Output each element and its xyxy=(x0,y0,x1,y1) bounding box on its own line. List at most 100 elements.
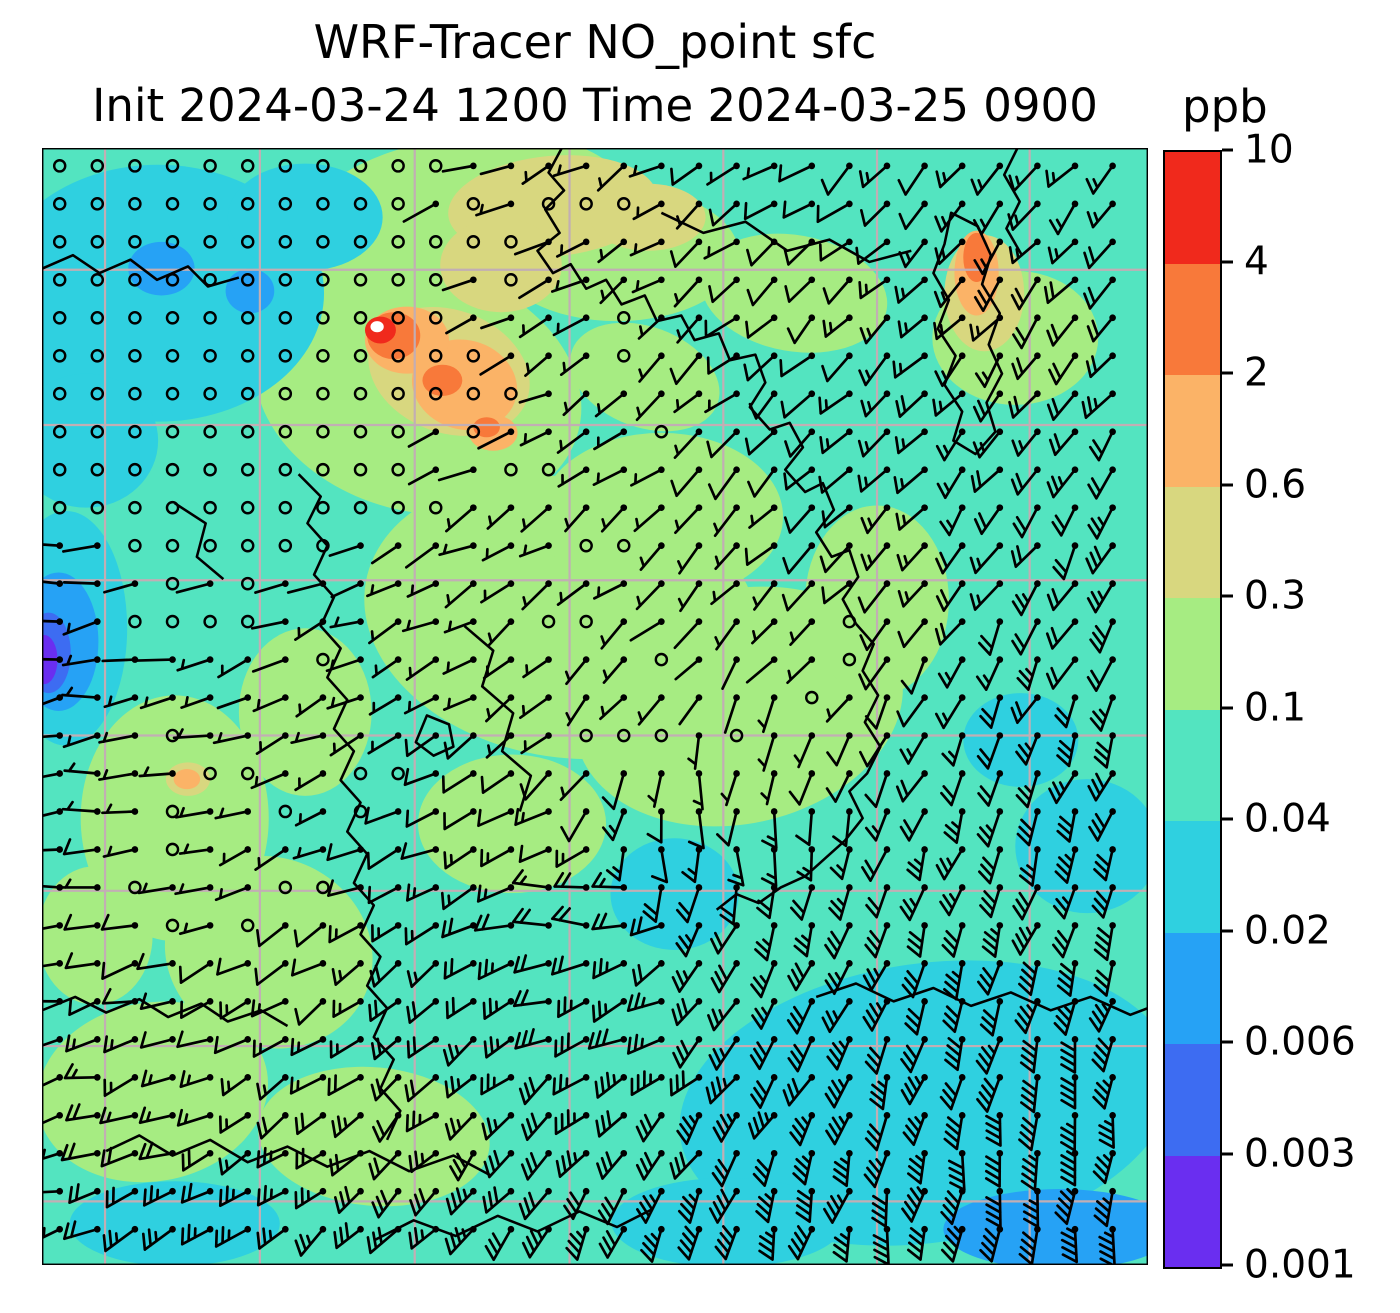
wind-barb-base-dot xyxy=(770,1036,778,1043)
wind-barb xyxy=(970,164,1002,196)
wind-barb-base-dot xyxy=(1071,618,1079,625)
wind-barb xyxy=(218,1151,250,1176)
wind-barb xyxy=(101,961,137,980)
wind-barb xyxy=(706,354,738,375)
wind-barb xyxy=(629,620,663,642)
wind-barb xyxy=(485,734,513,759)
wind-barb-base-dot xyxy=(921,884,928,891)
wind-barb xyxy=(1054,1187,1077,1226)
calm-wind-circle xyxy=(240,500,255,515)
wind-barb-base-dot xyxy=(507,428,515,436)
wind-barb xyxy=(756,886,776,920)
wind-barb xyxy=(441,278,475,292)
wind-barb xyxy=(748,392,776,420)
wind-barb xyxy=(406,582,438,598)
wind-barb-base-dot xyxy=(582,694,590,701)
wind-barb-base-dot xyxy=(958,618,966,625)
wind-barb-base-dot xyxy=(695,694,703,701)
wind-barb xyxy=(760,772,776,806)
colorbar-segment xyxy=(1165,152,1220,264)
wind-barb xyxy=(743,354,776,382)
colorbar-tick xyxy=(1222,260,1233,263)
wind-barb-base-dot xyxy=(883,580,891,587)
wind-barb-base-dot xyxy=(357,1225,364,1233)
wind-barb xyxy=(1014,1000,1039,1035)
wind-barb-base-dot xyxy=(921,960,928,967)
wind-barb-base-dot xyxy=(244,656,252,663)
calm-wind-circle xyxy=(128,159,142,173)
wind-barb-base-dot xyxy=(507,732,515,739)
wind-barb xyxy=(864,696,889,730)
wind-barb-base-dot xyxy=(958,732,966,739)
wind-barb xyxy=(333,1185,362,1214)
wind-barb-base-dot xyxy=(56,1036,64,1043)
wind-barb xyxy=(404,734,438,758)
wind-barb xyxy=(441,772,475,794)
wind-barb-base-dot xyxy=(695,542,703,550)
wind-barb xyxy=(596,1151,626,1180)
wind-barb xyxy=(518,392,550,404)
wind-barb-base-dot xyxy=(93,1225,101,1233)
calm-wind-circle xyxy=(353,462,368,477)
wind-barb xyxy=(137,882,174,895)
wind-barb xyxy=(636,1189,663,1224)
wind-barb xyxy=(61,686,99,699)
wind-barb xyxy=(555,240,588,258)
wind-barb xyxy=(707,468,738,501)
wind-barb xyxy=(62,581,99,585)
wind-barb-base-dot xyxy=(921,466,928,474)
wind-barb-base-dot xyxy=(582,428,590,436)
wind-barb xyxy=(593,582,626,600)
wind-barb xyxy=(673,620,701,650)
wind-barb xyxy=(483,1036,513,1059)
wind-barb-base-dot xyxy=(958,1073,966,1081)
wind-barb xyxy=(1010,544,1039,568)
wind-barb-base-dot xyxy=(432,200,440,208)
wind-barb-base-dot xyxy=(958,466,966,474)
calm-wind-circle xyxy=(278,538,293,553)
wind-barb-base-dot xyxy=(432,1225,440,1233)
wind-barb xyxy=(42,999,62,1003)
wind-barb-base-dot xyxy=(733,1225,740,1233)
wind-barb xyxy=(42,1226,62,1240)
wind-barb-base-dot xyxy=(620,618,628,625)
wind-barb-base-dot xyxy=(1071,846,1079,853)
calm-wind-circle xyxy=(240,235,255,249)
wind-barb-base-dot xyxy=(770,998,778,1005)
wind-barb-base-dot xyxy=(169,1149,176,1157)
wind-barb-base-dot xyxy=(394,1036,402,1043)
calm-wind-circle xyxy=(316,159,330,173)
colorbar-segment xyxy=(1165,1044,1220,1156)
wind-barb-base-dot xyxy=(282,1073,289,1081)
wind-barb-base-dot xyxy=(56,884,64,891)
wind-barb-base-dot xyxy=(770,694,778,701)
calm-wind-circle xyxy=(90,500,105,515)
wind-barb xyxy=(518,278,550,300)
wind-barb xyxy=(943,1113,964,1151)
wind-barb-base-dot xyxy=(733,238,740,246)
wind-barb-base-dot xyxy=(658,884,665,891)
wind-barb-base-dot xyxy=(394,1149,402,1157)
wind-barb xyxy=(552,1073,588,1096)
wind-barb xyxy=(1019,1038,1039,1074)
wind-barb-base-dot xyxy=(394,998,402,1005)
wind-barb-base-dot xyxy=(846,276,853,284)
wind-barb xyxy=(477,430,513,450)
wind-barb-base-dot xyxy=(93,808,101,815)
wind-barb-base-dot xyxy=(244,732,252,739)
wind-barb-base-dot xyxy=(695,580,703,587)
wind-barb-base-dot xyxy=(582,808,590,815)
wind-barb xyxy=(704,392,738,414)
wind-barb xyxy=(901,962,926,999)
wind-barb-base-dot xyxy=(282,732,289,739)
wind-barb-base-dot xyxy=(282,580,289,587)
wind-barb xyxy=(860,848,889,882)
wind-barb-base-dot xyxy=(733,542,740,550)
calm-wind-circle xyxy=(203,538,217,553)
wind-barb-base-dot xyxy=(921,846,928,853)
calm-wind-circle xyxy=(654,652,669,667)
calm-wind-circle xyxy=(203,272,217,287)
wind-barb-base-dot xyxy=(658,998,665,1005)
wind-barb-base-dot xyxy=(1034,770,1041,777)
wind-barb xyxy=(591,871,626,889)
